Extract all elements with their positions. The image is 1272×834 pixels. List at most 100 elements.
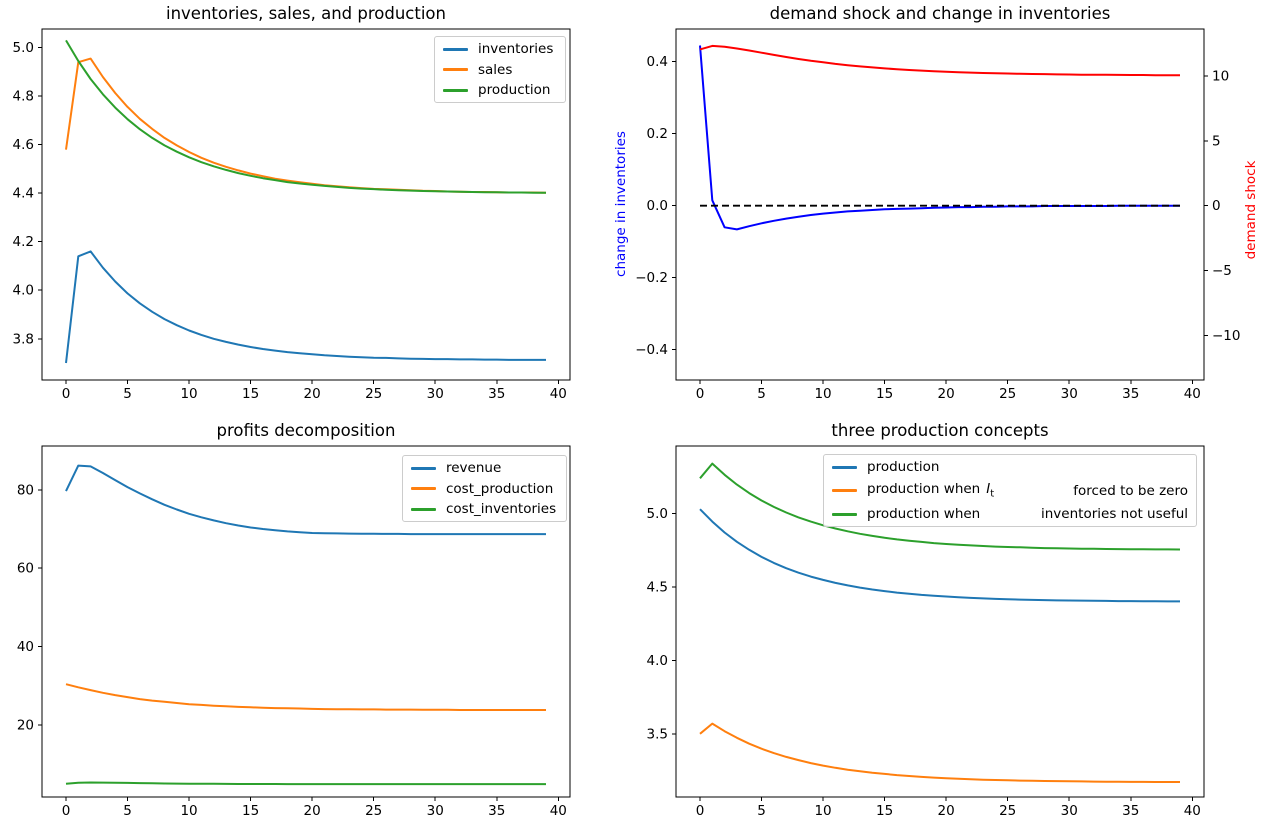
y-tick-label: 0.2 bbox=[647, 126, 668, 142]
x-tick-label: 10 bbox=[180, 803, 197, 819]
legend-label: inventories bbox=[478, 41, 554, 57]
math-variable: I bbox=[986, 481, 991, 498]
y-tick-label: 4.4 bbox=[13, 186, 34, 202]
legend-line-swatch bbox=[443, 68, 468, 71]
legend-profits-decomposition: revenue cost_production cost_inventories bbox=[402, 455, 567, 522]
legend-line-swatch bbox=[411, 466, 436, 470]
legend-entry: inventories bbox=[443, 41, 557, 57]
x-tick-label: 20 bbox=[938, 803, 955, 819]
x-tick-label: 40 bbox=[1184, 803, 1201, 819]
x-tick-label: 15 bbox=[876, 803, 893, 819]
x-tick-label: 30 bbox=[427, 386, 444, 402]
x-tick-label: 30 bbox=[1061, 386, 1078, 402]
legend-entry: revenue bbox=[411, 460, 558, 476]
legend-entry: production bbox=[443, 82, 557, 98]
legend-entry: cost_production bbox=[411, 481, 558, 497]
y-tick-label: 3.5 bbox=[647, 726, 668, 742]
chart-title-three-production-concepts: three production concepts bbox=[831, 421, 1049, 440]
legend-line-swatch bbox=[411, 507, 436, 511]
right-y-tick-label: 10 bbox=[1212, 68, 1229, 84]
legend-label: revenue bbox=[446, 460, 502, 476]
x-tick-label: 20 bbox=[304, 386, 321, 402]
x-tick-label: 25 bbox=[365, 803, 382, 819]
legend-line-swatch bbox=[832, 465, 857, 469]
y-tick-label: 40 bbox=[17, 639, 34, 655]
y-tick-label: 4.5 bbox=[647, 579, 668, 595]
y-tick-label: 5.0 bbox=[13, 40, 34, 56]
x-tick-label: 25 bbox=[999, 803, 1016, 819]
legend-label: production bbox=[478, 82, 551, 98]
x-tick-label: 15 bbox=[242, 386, 259, 402]
right-y-tick-label: 5 bbox=[1212, 133, 1221, 149]
profits-decomposition-plot-area: 0 5 10 15 20 25 30 35 40 20 40 60 80 bbox=[17, 445, 571, 819]
y-tick-label: 4.6 bbox=[13, 137, 34, 153]
legend-entry: cost_inventories bbox=[411, 501, 558, 517]
axes-spines bbox=[41, 28, 571, 381]
production-line bbox=[699, 508, 1180, 603]
x-tick-label: 10 bbox=[814, 386, 831, 402]
y-tick-label: 20 bbox=[17, 717, 34, 733]
x-tick-label: 30 bbox=[427, 803, 444, 819]
y-tick-label: 4.0 bbox=[647, 653, 668, 669]
y-tick-label: 0.0 bbox=[647, 198, 668, 214]
legend-label: production when It bbox=[867, 481, 995, 500]
x-tick-label: 0 bbox=[62, 386, 71, 402]
legend-label: forced to be zero bbox=[1073, 482, 1188, 499]
right-y-tick-label: −5 bbox=[1212, 263, 1232, 279]
x-tick-label: 35 bbox=[488, 386, 505, 402]
x-tick-label: 5 bbox=[757, 803, 766, 819]
change-in-inventories-line bbox=[699, 45, 1180, 231]
x-tick-label: 25 bbox=[999, 386, 1016, 402]
legend-line-swatch bbox=[832, 512, 857, 516]
y-tick-label: −0.2 bbox=[635, 270, 668, 286]
demand-shock-line bbox=[699, 44, 1181, 77]
chart-title-profits-decomposition: profits decomposition bbox=[216, 421, 396, 440]
legend-line-swatch bbox=[832, 489, 857, 492]
axes-spines bbox=[675, 445, 1205, 798]
x-tick-label: 40 bbox=[550, 803, 567, 819]
y-tick-label: 0.4 bbox=[647, 54, 668, 70]
x-tick-label: 20 bbox=[938, 386, 955, 402]
legend-inventories-sales-production: inventories sales production bbox=[434, 36, 566, 103]
x-tick-label: 5 bbox=[123, 803, 132, 819]
chart-title-inventories-sales-production: inventories, sales, and production bbox=[165, 4, 446, 23]
y-tick-label: −0.4 bbox=[635, 342, 668, 358]
production-when-i-t-forced-to-be-zero-line bbox=[699, 722, 1180, 783]
x-tick-label: 5 bbox=[757, 386, 766, 402]
legend-line-swatch bbox=[411, 487, 436, 490]
legend-label: production bbox=[867, 459, 940, 475]
legend-entry: sales bbox=[443, 62, 557, 78]
x-tick-label: 40 bbox=[1184, 386, 1201, 402]
x-tick-label: 25 bbox=[365, 386, 382, 402]
y-tick-label: 80 bbox=[17, 482, 34, 498]
legend-entry: production when inventories not useful bbox=[832, 506, 1188, 522]
x-tick-label: 10 bbox=[180, 386, 197, 402]
x-tick-label: 15 bbox=[242, 803, 259, 819]
chart-title-demand-shock: demand shock and change in inventories bbox=[769, 4, 1111, 23]
legend-label: production when bbox=[867, 506, 981, 522]
legend-label: cost_production bbox=[446, 480, 554, 497]
legend-label: cost_inventories bbox=[446, 501, 557, 517]
right-y-axis-label-demand-shock: demand shock bbox=[1243, 160, 1259, 260]
y-tick-label: 60 bbox=[17, 561, 34, 577]
x-tick-label: 40 bbox=[550, 386, 567, 402]
production-when-inventories-not-useful-line bbox=[699, 462, 1181, 551]
x-tick-label: 10 bbox=[814, 803, 831, 819]
x-tick-label: 30 bbox=[1061, 803, 1078, 819]
x-tick-label: 5 bbox=[123, 386, 132, 402]
legend-label: sales bbox=[478, 61, 513, 78]
axes-spines bbox=[41, 445, 571, 798]
y-tick-label: 3.8 bbox=[13, 331, 34, 347]
x-tick-label: 35 bbox=[488, 803, 505, 819]
axes-spines bbox=[675, 28, 1205, 381]
x-tick-label: 0 bbox=[696, 386, 705, 402]
x-tick-label: 0 bbox=[62, 803, 71, 819]
x-tick-label: 20 bbox=[304, 803, 321, 819]
left-y-axis-label-change-in-inventories: change in inventories bbox=[613, 131, 629, 277]
y-tick-label: 5.0 bbox=[647, 506, 668, 522]
cost-production-line bbox=[65, 683, 546, 711]
cost-inventories-line bbox=[65, 781, 546, 786]
legend-three-production-concepts: production production when It forced to b… bbox=[823, 454, 1197, 527]
y-tick-label: 4.2 bbox=[13, 234, 34, 250]
